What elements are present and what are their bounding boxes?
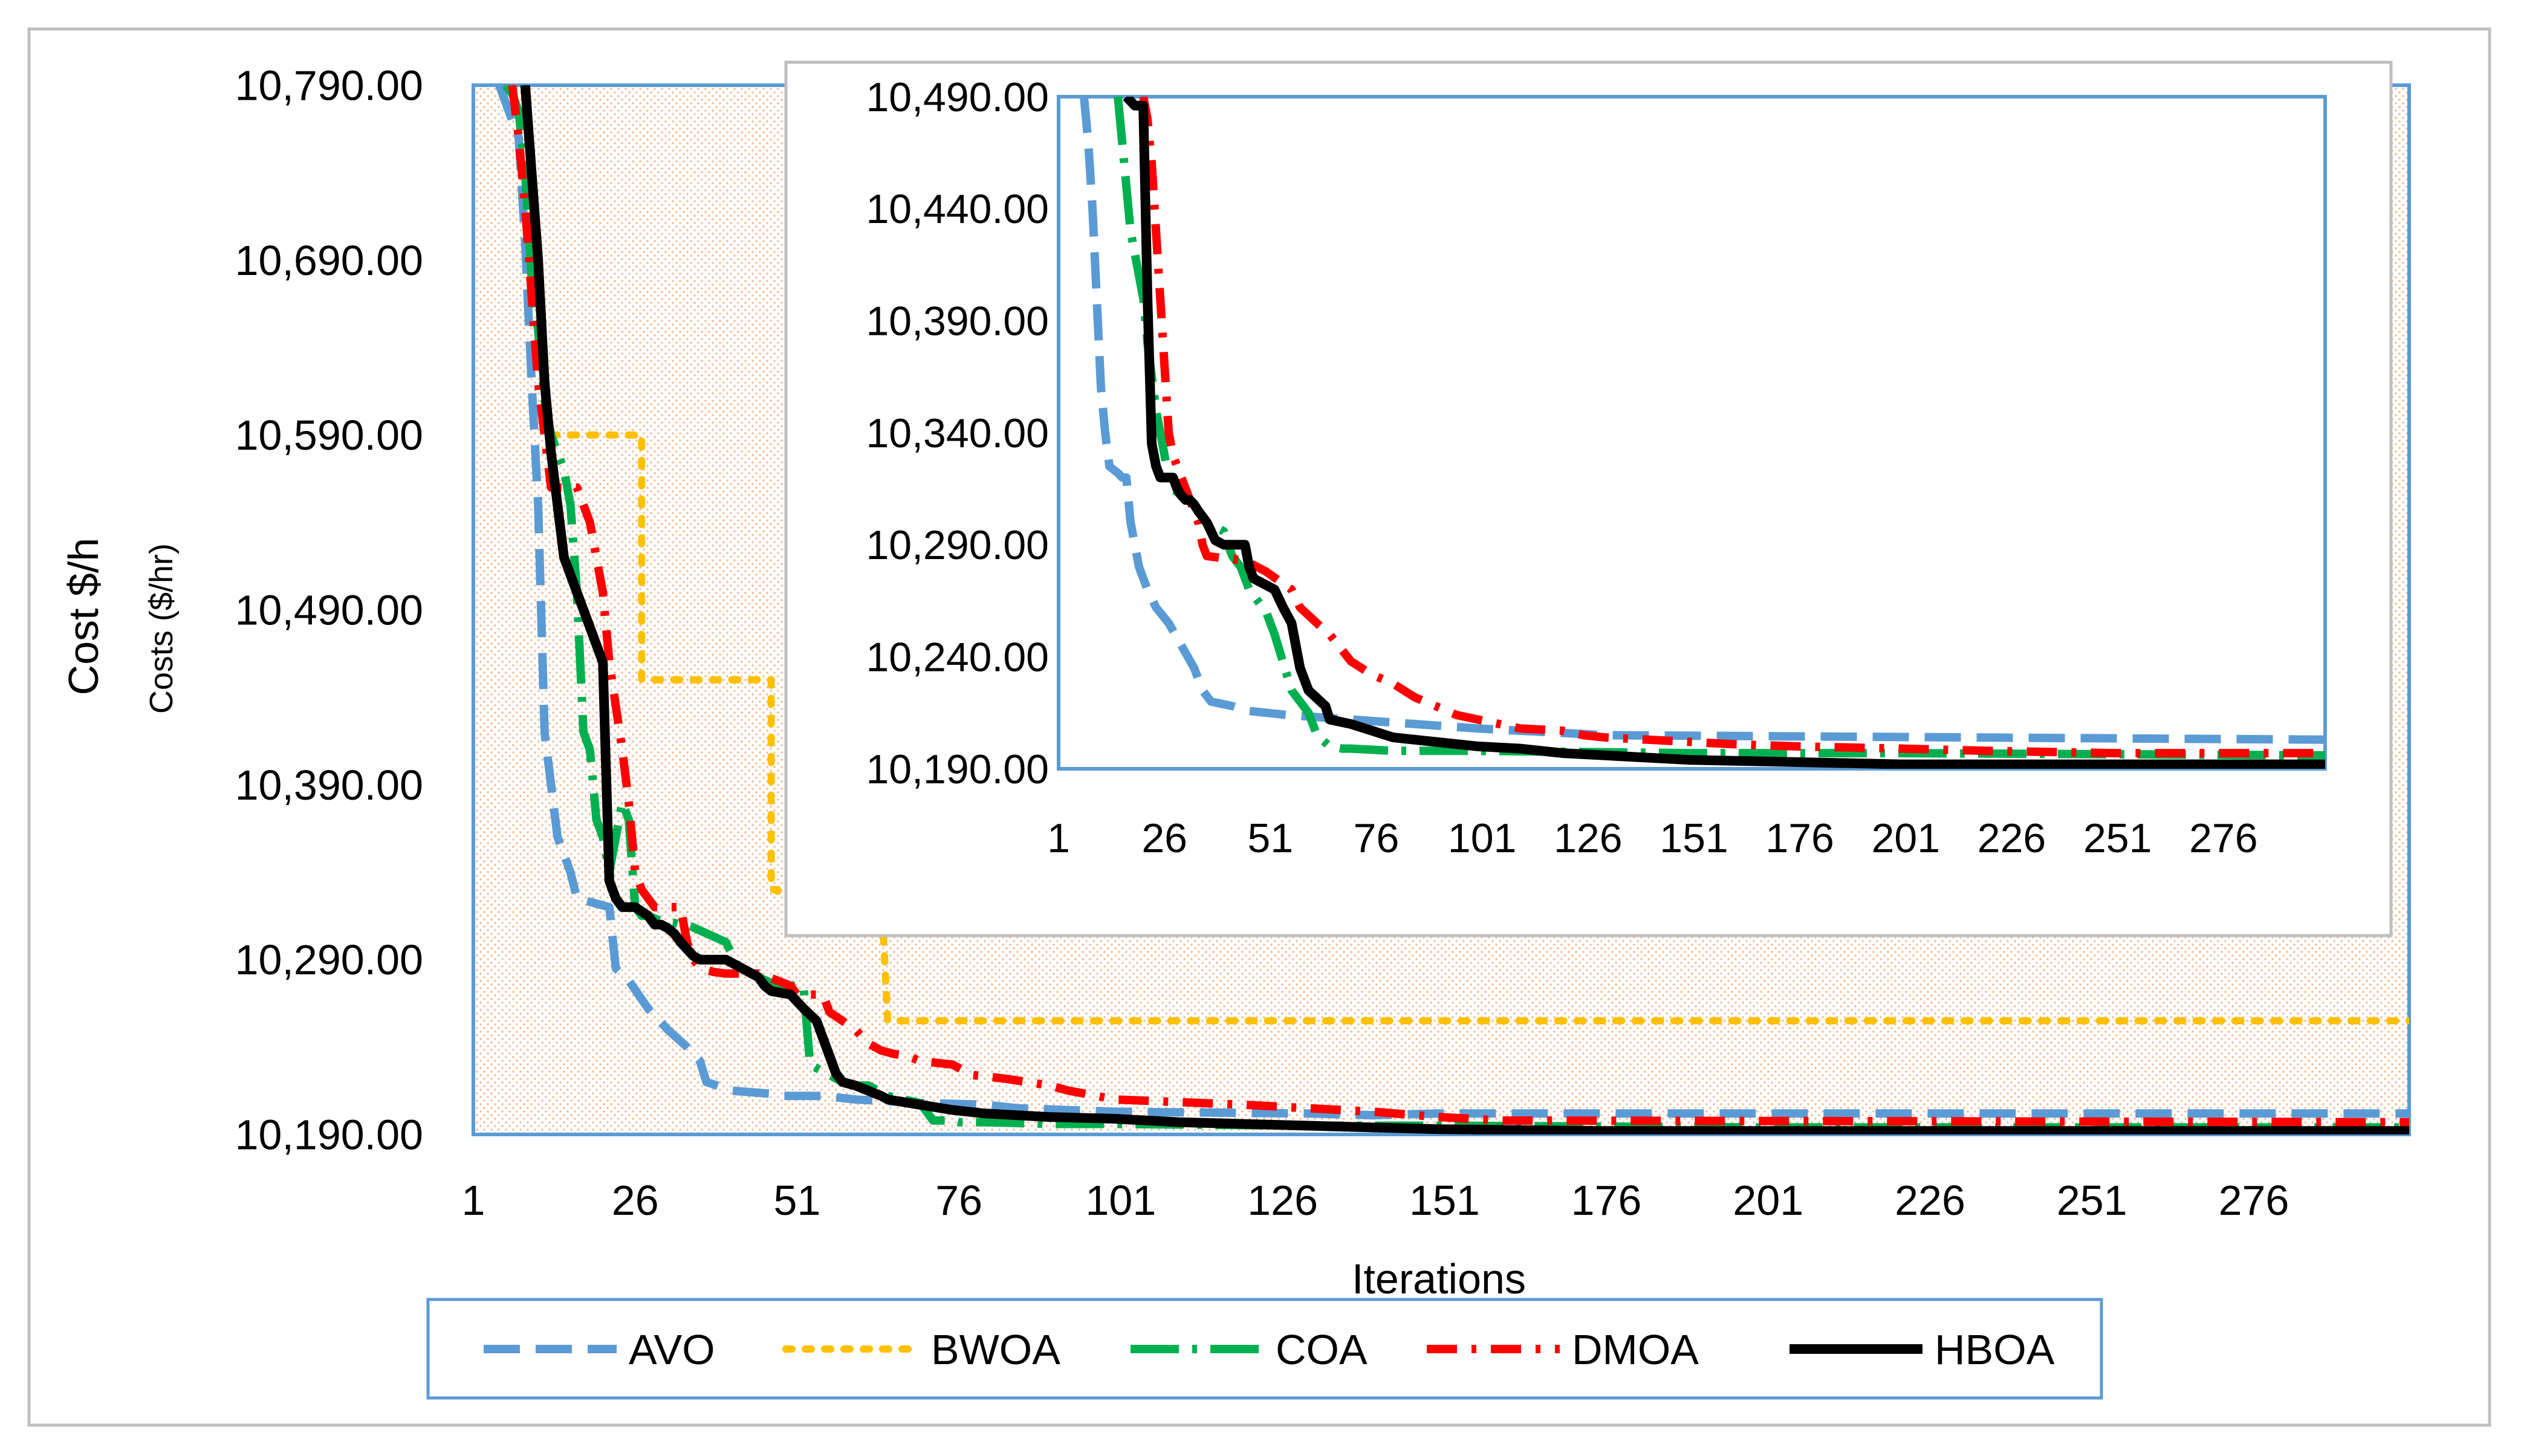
main-y-tick-label: 10,190.00: [235, 1111, 423, 1159]
inset-x-axis: 1 26 51 76 101 126 151 176 201 226 251 276: [1047, 815, 2257, 861]
main-y-tick-label: 10,390.00: [235, 762, 423, 809]
inset-x-tick-label: 251: [2083, 815, 2152, 861]
inset-y-tick-label: 10,190.00: [866, 746, 1049, 792]
legend-item-bwoa: BWOA: [782, 1326, 1060, 1373]
inset-y-tick-label: 10,340.00: [866, 410, 1049, 456]
inset-x-tick-label: 151: [1660, 815, 1728, 861]
inset-y-tick-label: 10,440.00: [866, 186, 1049, 232]
inset-plot-area: [1057, 95, 2327, 771]
inset-y-axis: 10,490.00 10,440.00 10,390.00 10,340.00 10,2…: [866, 74, 1049, 792]
main-x-tick-label: 76: [935, 1177, 982, 1224]
inset-series-coa: [1114, 97, 2325, 760]
main-series-avo: [495, 85, 2409, 1120]
legend-item-dmoa: DMOA: [1427, 1326, 1699, 1373]
inset-series-avo: [1080, 97, 2325, 744]
main-series-dmoa: [508, 85, 2409, 1127]
legend-label-avo: AVO: [629, 1326, 715, 1373]
main-x-tick-label: 151: [1409, 1177, 1480, 1224]
legend-item-avo: AVO: [484, 1326, 715, 1373]
inset-series-dmoa: [1139, 97, 2325, 758]
main-y-tick-label: 10,590.00: [235, 412, 423, 459]
main-x-tick-label: 226: [1895, 1177, 1965, 1224]
main-x-tick-label: 26: [612, 1177, 659, 1224]
inset-y-tick-label: 10,490.00: [866, 74, 1049, 120]
inset-x-tick-label: 1: [1047, 815, 1070, 861]
main-x-tick-label: 276: [2219, 1177, 2289, 1224]
main-x-tick-label: 101: [1086, 1177, 1157, 1224]
inset-x-tick-label: 101: [1448, 815, 1516, 861]
inset-x-tick-label: 126: [1554, 815, 1622, 861]
legend-item-hboa: HBOA: [1789, 1326, 2055, 1373]
legend-item-coa: COA: [1131, 1326, 1368, 1373]
main-series-hboa: [520, 85, 2409, 1134]
x-axis-title: Iterations: [1352, 1255, 1526, 1302]
inset-series-group: [1080, 97, 2325, 769]
inset-x-tick-label: 276: [2189, 815, 2257, 861]
main-x-axis: 1 26 51 76 101 126 151 176 201 226 251 276: [462, 1177, 2289, 1224]
inset-series-hboa: [1123, 97, 2325, 769]
inset-y-tick-label: 10,390.00: [866, 298, 1049, 344]
legend-label-bwoa: BWOA: [931, 1326, 1060, 1373]
main-y-tick-label: 10,290.00: [235, 936, 423, 983]
main-x-tick-label: 176: [1571, 1177, 1642, 1224]
inset-x-tick-label: 76: [1354, 815, 1400, 861]
legend: AVO BWOA COA DMOA HBOA: [484, 1326, 2055, 1373]
y-axis-title-secondary: Costs ($/hr): [143, 543, 180, 714]
legend-label-hboa: HBOA: [1935, 1326, 2055, 1373]
inset-x-tick-label: 201: [1872, 815, 1940, 861]
main-y-axis: 10,790.00 10,690.00 10,590.00 10,490.00 10,3…: [235, 62, 423, 1159]
y-axis-title: Cost $/h: [60, 538, 107, 696]
main-x-tick-label: 201: [1733, 1177, 1803, 1224]
main-x-tick-label: 126: [1247, 1177, 1318, 1224]
inset-x-tick-label: 51: [1248, 815, 1294, 861]
main-y-tick-label: 10,790.00: [235, 62, 423, 109]
legend-label-dmoa: DMOA: [1572, 1326, 1699, 1373]
main-x-tick-label: 1: [462, 1177, 485, 1224]
inset-x-tick-label: 26: [1141, 815, 1187, 861]
inset-y-tick-label: 10,290.00: [866, 522, 1049, 568]
legend-label-coa: COA: [1276, 1326, 1368, 1373]
main-x-tick-label: 51: [774, 1177, 821, 1224]
inset-x-tick-label: 226: [1978, 815, 2046, 861]
inset-y-tick-label: 10,240.00: [866, 634, 1049, 680]
main-y-tick-label: 10,490.00: [235, 587, 423, 634]
main-x-tick-label: 251: [2057, 1177, 2127, 1224]
inset-x-tick-label: 176: [1765, 815, 1834, 861]
main-y-tick-label: 10,690.00: [235, 237, 423, 284]
